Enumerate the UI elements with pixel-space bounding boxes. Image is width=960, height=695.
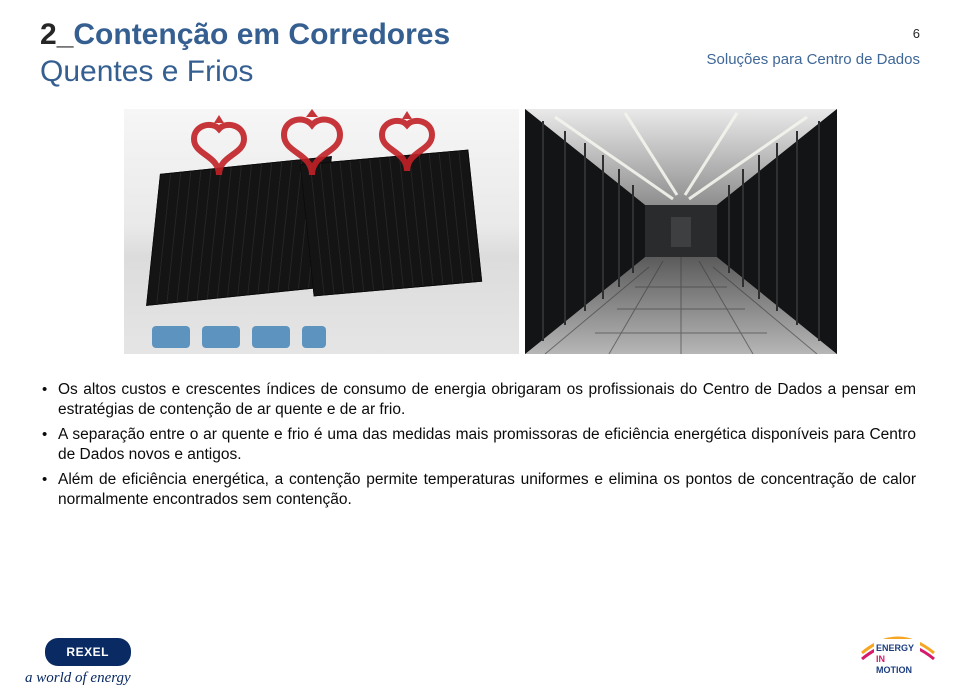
title-separator: _: [57, 18, 74, 51]
bullet-item: Além de eficiência energética, a contenç…: [42, 470, 916, 511]
bullet-item: Os altos custos e crescentes índices de …: [42, 380, 916, 421]
eim-line1: ENERGY: [876, 643, 914, 653]
title-line1: 2_Contenção em Corredores: [40, 18, 450, 53]
photo-datacenter-aisle: [525, 109, 837, 354]
title-number: 2: [40, 18, 57, 51]
hot-air-curl-icon: [184, 115, 254, 181]
title-block: 2_Contenção em Corredores Quentes e Frio…: [40, 18, 450, 89]
section-subtitle: Soluções para Centro de Dados: [707, 51, 920, 68]
header: 2_Contenção em Corredores Quentes e Frio…: [40, 18, 920, 89]
title-line2: Quentes e Frios: [40, 55, 450, 90]
title-text-1: Contenção em Corredores: [73, 18, 450, 51]
cold-air-ducts-icon: [124, 308, 519, 354]
image-row: [40, 109, 920, 354]
rexel-logo: REXEL: [45, 638, 131, 666]
aisle-perspective-icon: [525, 109, 837, 354]
page-number: 6: [707, 26, 920, 41]
eim-line3: MOTION: [876, 665, 912, 675]
footer-left: REXEL a world of energy: [25, 638, 131, 687]
eim-line2: IN: [876, 654, 885, 664]
hot-air-curl-icon: [372, 111, 442, 177]
illustration-containment: [124, 109, 519, 354]
slide: 2_Contenção em Corredores Quentes e Frio…: [0, 0, 960, 695]
bullet-item: A separação entre o ar quente e frio é u…: [42, 425, 916, 466]
hot-air-curl-icon: [274, 109, 350, 181]
bullet-list: Os altos custos e crescentes índices de …: [40, 380, 920, 511]
header-right: 6 Soluções para Centro de Dados: [707, 26, 920, 68]
rexel-logo-text: REXEL: [66, 645, 109, 659]
footer-tagline: a world of energy: [25, 670, 131, 687]
energy-in-motion-logo: ENERGY IN MOTION: [858, 629, 938, 685]
